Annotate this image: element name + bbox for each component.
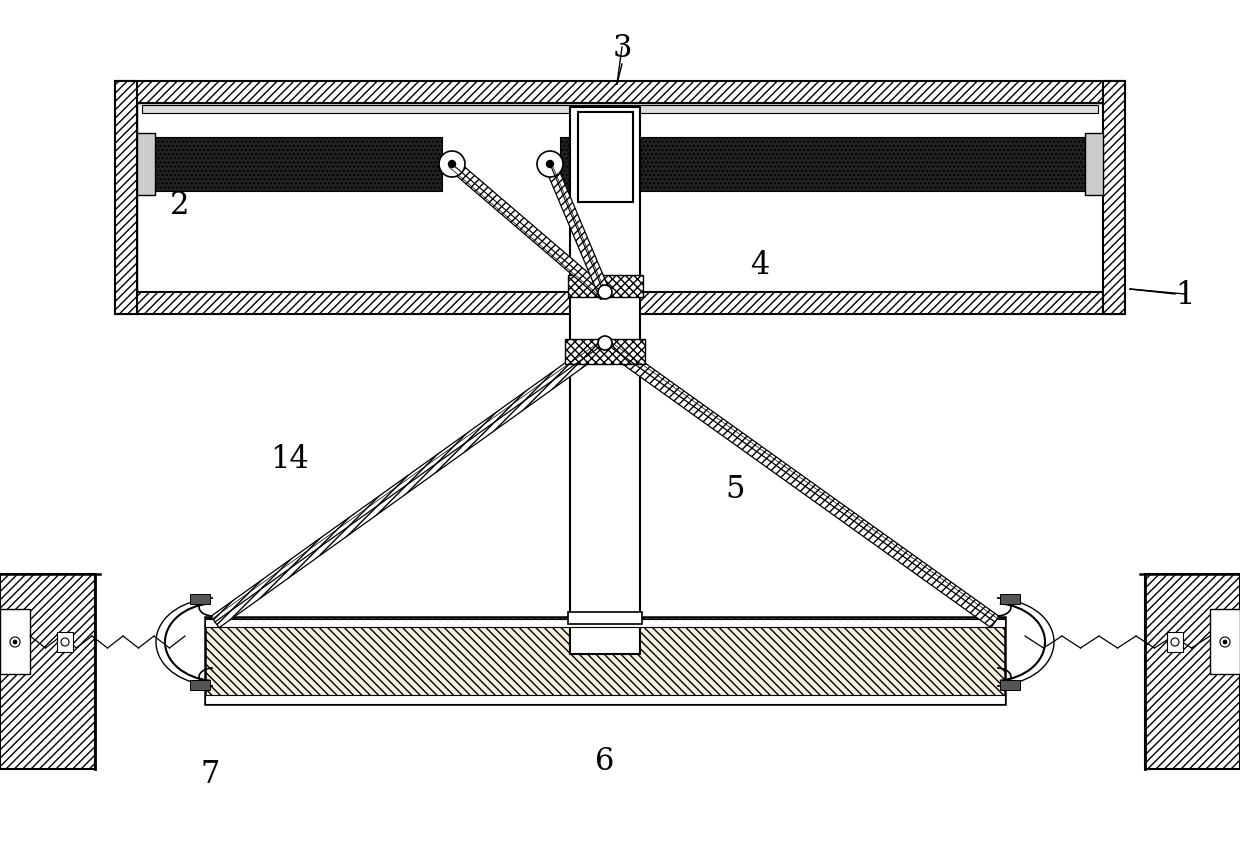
Polygon shape [601,338,999,628]
Polygon shape [448,160,609,300]
Text: 14: 14 [270,444,309,475]
Circle shape [12,641,17,644]
Text: 5: 5 [725,474,745,505]
Bar [570,108,640,654]
Bar [999,680,1021,690]
Bar [205,617,1004,704]
Polygon shape [211,338,609,628]
Bar [136,134,155,196]
Text: 6: 6 [595,745,615,776]
Circle shape [537,152,563,178]
Circle shape [449,161,455,168]
Bar [578,113,632,203]
Bar [136,104,1104,293]
Circle shape [547,161,553,168]
Circle shape [10,637,20,647]
Text: 7: 7 [201,759,219,790]
Bar [190,680,210,690]
Bar [568,276,644,298]
Bar [115,82,136,315]
Circle shape [1220,637,1230,647]
Bar [1210,609,1240,674]
Circle shape [61,638,69,647]
Bar [143,106,1097,114]
Bar [0,609,30,674]
Text: 4: 4 [750,249,770,280]
Bar [1145,574,1240,769]
Polygon shape [544,163,610,298]
Bar [1167,632,1183,652]
Bar [0,574,95,769]
Bar [1085,134,1104,196]
Bar [205,695,1004,704]
Bar [115,293,1125,315]
Circle shape [598,285,613,300]
Bar [1104,82,1125,315]
Bar [560,138,1101,192]
Bar [190,594,210,604]
Text: 2: 2 [170,189,190,220]
Bar [565,339,645,365]
Circle shape [1171,638,1179,647]
Bar [139,138,441,192]
Bar [999,594,1021,604]
Circle shape [598,337,613,350]
Text: 1: 1 [1176,279,1195,310]
Circle shape [439,152,465,178]
Bar [115,82,1125,104]
Text: 3: 3 [613,32,631,63]
Bar [568,612,642,625]
Bar [57,632,73,652]
Bar [205,619,1004,627]
Circle shape [1223,641,1228,644]
